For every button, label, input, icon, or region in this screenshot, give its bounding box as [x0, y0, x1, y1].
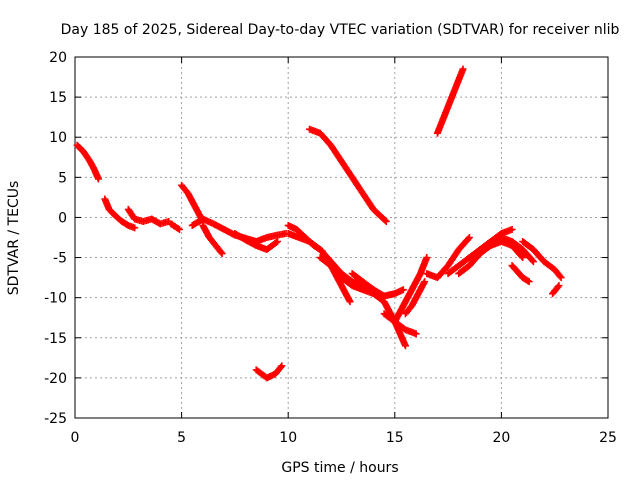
x-tick-label: 10: [279, 430, 297, 446]
data-point: [525, 278, 533, 286]
data-point: [555, 282, 563, 290]
series-arc-15: [327, 262, 354, 306]
series-arc-1: [73, 141, 102, 183]
y-tick-label: 15: [49, 90, 67, 106]
data-point: [317, 246, 325, 254]
series-arc-26: [519, 238, 565, 282]
series-arc-12: [284, 221, 326, 255]
data-point: [175, 225, 183, 233]
data-point: [465, 234, 473, 241]
data-point: [278, 362, 286, 370]
series-arc-8: [231, 229, 282, 254]
data-point: [274, 238, 282, 246]
plot-frame: [74, 56, 609, 419]
series-arc-13: [306, 125, 390, 225]
data-point: [519, 254, 527, 262]
data-point: [399, 286, 407, 294]
data-point: [557, 274, 565, 282]
y-tick-label: -15: [44, 331, 67, 347]
data-point: [131, 224, 139, 232]
data-point: [381, 216, 389, 224]
y-tick-label: 5: [58, 170, 67, 186]
data-point: [382, 217, 390, 225]
series-arc-19: [401, 278, 429, 318]
x-tick-label: 25: [599, 430, 617, 446]
data-point: [318, 247, 326, 255]
y-tick-label: -5: [53, 251, 67, 267]
data-point: [346, 298, 354, 306]
y-axis-label: SDTVAR / TECUs: [6, 181, 22, 296]
series-arc-9: [252, 229, 290, 246]
y-tick-label: 0: [58, 210, 67, 226]
data-point: [529, 258, 537, 266]
data-point: [508, 225, 516, 233]
x-tick-label: 5: [177, 430, 186, 446]
data-point: [464, 235, 472, 243]
data-point: [459, 65, 467, 73]
series-arc-16: [348, 270, 407, 300]
series-arc-21: [423, 234, 473, 282]
x-tick-label: 20: [492, 430, 510, 446]
series-arc-7: [199, 221, 226, 258]
x-axis-label: GPS time / hours: [281, 460, 398, 476]
series-arc-25: [508, 262, 533, 286]
data-point: [421, 278, 429, 286]
series-arc-4: [167, 220, 183, 233]
x-tick-label: 15: [386, 430, 404, 446]
ticks: 0 5 10 15 20 25 -25 -20 -15 -10 -5 0 5 10 15 20: [44, 50, 617, 446]
data-point: [174, 225, 182, 233]
y-tick-label: -10: [44, 291, 67, 307]
data-point: [401, 342, 409, 350]
data-marks: [73, 65, 565, 382]
chart-title: Day 185 of 2025, Sidereal Day-to-day VTE…: [61, 22, 620, 38]
y-tick-label: 20: [49, 50, 67, 66]
data-point: [277, 363, 285, 371]
y-tick-label: -25: [44, 411, 67, 427]
data-point: [94, 175, 102, 183]
data-point: [528, 256, 536, 264]
data-point: [272, 239, 280, 247]
x-tick-label: 0: [71, 430, 80, 446]
series-arc-20: [433, 65, 467, 137]
data-point: [518, 252, 526, 260]
y-tick-label: -20: [44, 371, 67, 387]
data-point: [412, 330, 420, 338]
series-arc-18: [391, 254, 431, 326]
data-point: [554, 283, 562, 291]
series-arc-27: [549, 282, 563, 298]
data-point: [524, 277, 532, 285]
data-point: [218, 250, 226, 258]
series-arc-24: [476, 234, 537, 266]
series-arc-2: [101, 195, 139, 232]
data-point: [423, 254, 431, 262]
grid: [75, 57, 608, 418]
data-point: [556, 272, 564, 280]
series-arc-3: [124, 205, 173, 228]
y-tick-label: 10: [49, 130, 67, 146]
data-point: [217, 248, 225, 256]
series-arc-10: [252, 362, 286, 382]
